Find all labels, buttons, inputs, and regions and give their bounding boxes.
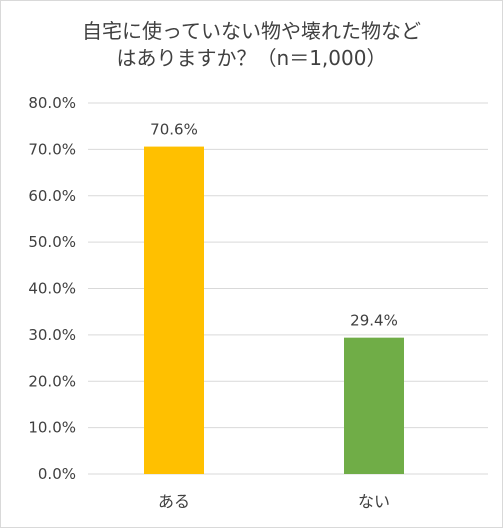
x-tick-label: ない (358, 492, 390, 511)
chart-title: 自宅に使っていない物や壊れた物など はありますか？（n＝1,000） (0, 18, 503, 72)
bars (144, 146, 404, 474)
x-axis: ある ない (158, 492, 390, 511)
y-tick-label: 70.0% (28, 140, 76, 158)
y-tick-label: 30.0% (28, 326, 76, 344)
chart-title-line-2: はありますか？（n＝1,000） (116, 46, 387, 70)
y-tick-label: 20.0% (28, 372, 76, 390)
y-tick-label: 40.0% (28, 280, 76, 298)
y-tick-label: 80.0% (28, 94, 76, 112)
data-label: 70.6% (150, 121, 198, 139)
y-tick-label: 60.0% (28, 187, 76, 205)
y-tick-label: 50.0% (28, 233, 76, 251)
y-tick-label: 10.0% (28, 419, 76, 437)
y-tick-label: 0.0% (38, 465, 76, 483)
x-tick-label: ある (158, 492, 190, 511)
y-axis: 0.0% 10.0% 20.0% 30.0% 40.0% 50.0% 60.0% 70.0% 8… (28, 94, 76, 483)
bar (344, 337, 404, 474)
chart-title-line-1: 自宅に使っていない物や壊れた物など (82, 19, 421, 43)
data-labels: 70.6% 29.4% (150, 121, 398, 330)
data-label: 29.4% (350, 312, 398, 330)
bar (144, 146, 204, 474)
